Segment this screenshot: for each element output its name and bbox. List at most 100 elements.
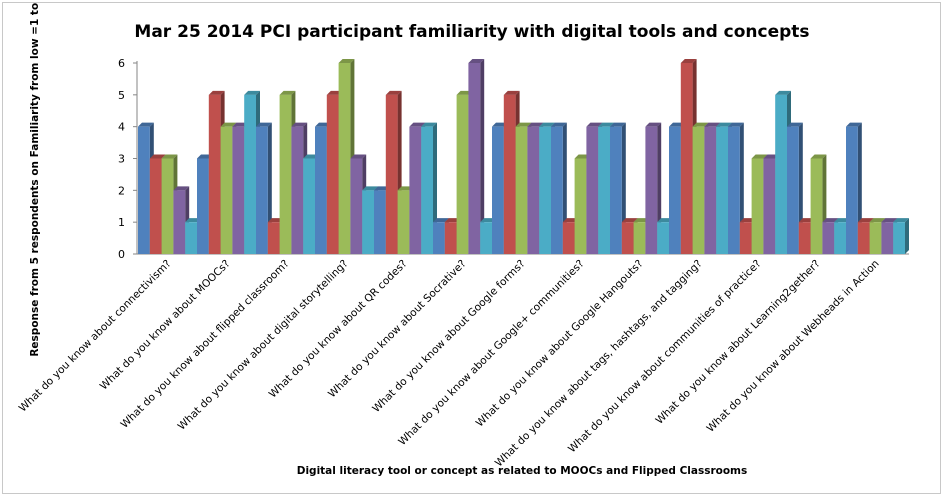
x-axis-labels: What do you know about connectivism?What… bbox=[17, 258, 882, 470]
bar-front bbox=[775, 94, 787, 254]
bar-front bbox=[728, 126, 740, 254]
bar-top bbox=[586, 122, 603, 127]
bar-top bbox=[551, 122, 567, 127]
bar-front bbox=[551, 126, 563, 254]
bar-front bbox=[798, 222, 811, 254]
bar-top bbox=[893, 218, 909, 223]
y-tick-label: 0 bbox=[118, 248, 125, 261]
bar-top bbox=[138, 122, 154, 127]
bar-front bbox=[409, 126, 422, 254]
bar-top bbox=[527, 122, 544, 127]
y-axis-title: Response from 5 respondents on Familiari… bbox=[29, 0, 41, 357]
bar-top bbox=[161, 154, 178, 159]
bar-side bbox=[905, 218, 909, 254]
bar-front bbox=[857, 222, 870, 254]
bar-front bbox=[149, 158, 162, 254]
bar-front bbox=[810, 158, 823, 254]
bar-front bbox=[763, 158, 776, 254]
bar-top bbox=[751, 154, 768, 159]
bar-top bbox=[598, 122, 614, 127]
bar bbox=[893, 218, 909, 254]
bar-front bbox=[562, 222, 575, 254]
bar-front bbox=[468, 63, 481, 254]
bar-front bbox=[197, 158, 209, 254]
bar-top bbox=[421, 122, 437, 127]
bar bbox=[468, 59, 485, 254]
bar-front bbox=[397, 190, 410, 254]
bar-top bbox=[610, 122, 626, 127]
bar-front bbox=[279, 94, 292, 254]
y-tick-label: 2 bbox=[118, 184, 125, 197]
x-tick-label: What do you know about tags, hashtags, a… bbox=[493, 258, 705, 470]
bar-front bbox=[374, 190, 386, 254]
bar-top bbox=[256, 122, 272, 127]
bar-top bbox=[857, 218, 874, 223]
bar-front bbox=[338, 63, 351, 254]
bar-front bbox=[267, 222, 280, 254]
bar-front bbox=[527, 126, 540, 254]
bar-front bbox=[539, 126, 551, 254]
bar-front bbox=[362, 190, 374, 254]
bar-front bbox=[173, 190, 186, 254]
bar-top bbox=[173, 186, 190, 191]
bar-front bbox=[492, 126, 504, 254]
bar-front bbox=[433, 222, 445, 254]
bar-top bbox=[350, 154, 367, 159]
bar-front bbox=[256, 126, 268, 254]
chart-title: Mar 25 2014 PCI participant familiarity … bbox=[134, 22, 809, 42]
bar-front bbox=[315, 126, 327, 254]
bar-top bbox=[692, 122, 709, 127]
bar-side bbox=[480, 59, 485, 254]
y-tick-label: 6 bbox=[118, 57, 125, 70]
y-tick-label: 3 bbox=[118, 153, 125, 166]
bar-top bbox=[433, 218, 449, 223]
bar-top bbox=[338, 59, 355, 63]
bar-top bbox=[775, 90, 791, 95]
y-tick-label: 1 bbox=[118, 216, 125, 229]
bar-top bbox=[869, 218, 886, 223]
bar-front bbox=[138, 126, 150, 254]
y-tick-label: 4 bbox=[118, 121, 125, 134]
bar-front bbox=[893, 222, 905, 254]
bar-top bbox=[208, 90, 225, 95]
bar-front bbox=[669, 126, 681, 254]
bar-front bbox=[869, 222, 882, 254]
bar-top bbox=[291, 122, 308, 127]
bar-top bbox=[409, 122, 426, 127]
bar-front bbox=[326, 94, 339, 254]
bar-front bbox=[739, 222, 752, 254]
bar-front bbox=[232, 126, 245, 254]
bar-front bbox=[716, 126, 728, 254]
bar-front bbox=[846, 126, 858, 254]
bar-top bbox=[503, 90, 520, 95]
bar-top bbox=[704, 122, 721, 127]
bar-front bbox=[303, 158, 315, 254]
bar-front bbox=[161, 158, 174, 254]
bar-top bbox=[645, 122, 662, 127]
bar-top bbox=[468, 59, 485, 63]
bars bbox=[138, 59, 909, 255]
x-axis-title: Digital literacy tool or concept as rela… bbox=[297, 465, 748, 477]
bar-front bbox=[822, 222, 835, 254]
bar-top bbox=[881, 218, 898, 223]
bar-front bbox=[751, 158, 764, 254]
bar-front bbox=[503, 94, 516, 254]
bar-top bbox=[149, 154, 166, 159]
bar-front bbox=[633, 222, 646, 254]
bar-front bbox=[480, 222, 492, 254]
bar-top bbox=[385, 90, 402, 95]
bar-front bbox=[834, 222, 846, 254]
bar-top bbox=[728, 122, 744, 127]
bar-front bbox=[645, 126, 658, 254]
bar-top bbox=[515, 122, 532, 127]
bar-front bbox=[692, 126, 705, 254]
bar-top bbox=[846, 122, 862, 127]
bar-top bbox=[822, 218, 839, 223]
y-tick-label: 5 bbox=[118, 89, 125, 102]
bar-front bbox=[444, 222, 457, 254]
bar-front bbox=[515, 126, 528, 254]
bar-front bbox=[787, 126, 799, 254]
bar-front bbox=[350, 158, 363, 254]
